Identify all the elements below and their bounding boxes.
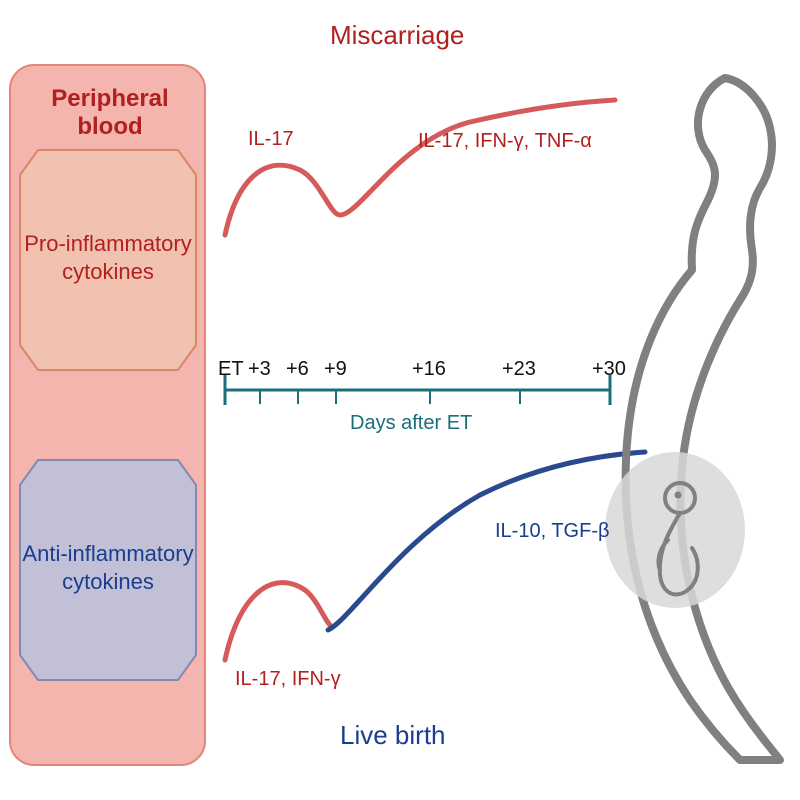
axis-title: Days after ET	[350, 412, 472, 435]
top-curve-label-2: IL-17, IFN-γ, TNF-α	[418, 130, 592, 153]
top-curve-label-1: IL-17	[248, 128, 294, 151]
anti-inflammatory-label: Anti-inflammatory cytokines	[18, 540, 198, 595]
tick-6: +6	[286, 358, 309, 381]
tick-3: +3	[248, 358, 271, 381]
peripheral-blood-title: Peripheral blood	[20, 85, 200, 141]
livebirth-curve-red	[225, 583, 332, 660]
miscarriage-curve	[225, 100, 615, 235]
tick-9: +9	[324, 358, 347, 381]
pro-inflammatory-label: Pro-inflammatory cytokines	[18, 230, 198, 285]
tick-et: ET	[218, 358, 244, 381]
tick-23: +23	[502, 358, 536, 381]
axis-ticks	[260, 390, 520, 404]
diagram-root: { "titles": { "top": "Miscarriage", "bot…	[0, 0, 800, 800]
tick-30: +30	[592, 358, 626, 381]
bottom-blue-label: IL-10, TGF-β	[495, 520, 610, 543]
womb-bubble	[605, 452, 745, 608]
tick-16: +16	[412, 358, 446, 381]
bottom-red-label: IL-17, IFN-γ	[235, 668, 341, 691]
pregnant-figure	[605, 78, 780, 760]
